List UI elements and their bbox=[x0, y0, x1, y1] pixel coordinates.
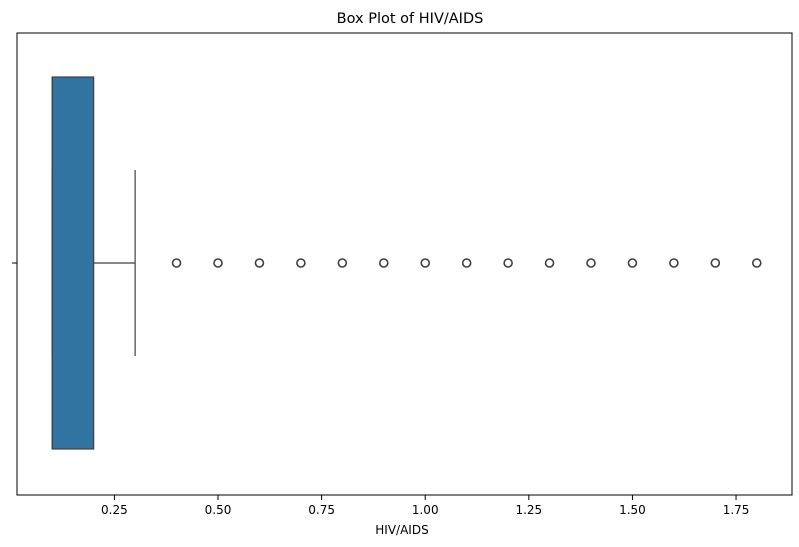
outlier-point bbox=[751, 258, 762, 268]
chart-title: Box Plot of HIV/AIDS bbox=[337, 11, 484, 27]
outlier-point bbox=[669, 258, 679, 268]
outlier-point bbox=[544, 258, 555, 268]
plot-frame bbox=[16, 32, 793, 496]
x-axis: 0.25 0.50 0.75 1.00 1.25 1.50 1.75 bbox=[101, 495, 749, 517]
outlier-point bbox=[461, 258, 472, 268]
outlier-point bbox=[213, 258, 223, 268]
outlier-point bbox=[378, 258, 389, 268]
x-tick-label: 0.50 bbox=[205, 503, 232, 517]
box-group bbox=[51, 76, 136, 450]
x-axis-label: HIV/AIDS bbox=[375, 523, 428, 537]
x-tick-label: 1.50 bbox=[619, 503, 646, 517]
outlier-point bbox=[710, 258, 721, 268]
outlier-point bbox=[503, 258, 513, 268]
x-tick-label: 1.25 bbox=[515, 503, 542, 517]
outlier-point bbox=[420, 258, 431, 268]
outlier-point bbox=[337, 258, 348, 268]
x-tick-label: 0.75 bbox=[308, 503, 335, 517]
outlier-point bbox=[296, 258, 306, 268]
x-tick-label: 1.00 bbox=[412, 503, 439, 517]
outlier-point bbox=[171, 258, 182, 268]
x-tick-label: 0.25 bbox=[101, 503, 128, 517]
outlier-point bbox=[254, 258, 265, 268]
x-tick-label: 1.75 bbox=[723, 503, 750, 517]
outlier-point bbox=[627, 258, 638, 268]
iqr-box bbox=[51, 76, 95, 450]
outliers-group bbox=[171, 258, 762, 268]
outlier-point bbox=[586, 258, 596, 268]
